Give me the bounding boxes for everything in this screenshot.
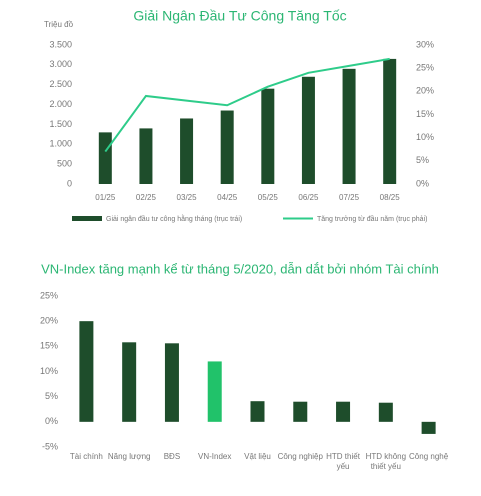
- bar: [383, 58, 397, 184]
- legend-label: Giải ngân đầu tư công hằng tháng (trục t…: [106, 214, 242, 223]
- y-axis-label: Triệu đồ: [44, 20, 74, 29]
- x-tick-label: Công nghệ: [409, 452, 449, 461]
- bar: [139, 128, 153, 184]
- bar: [421, 421, 436, 434]
- tick-label: 5%: [416, 155, 429, 165]
- tick-label: 5%: [45, 391, 58, 401]
- tick-label: 0: [67, 178, 72, 188]
- legend-label: Tăng trưởng từ đầu năm (trục phải): [317, 214, 427, 223]
- bar: [378, 402, 393, 422]
- bar: [336, 401, 351, 422]
- x-tick-label: 03/25: [177, 193, 198, 202]
- bar: [207, 361, 222, 422]
- tick-label: 10%: [40, 366, 58, 376]
- x-tick-label: 06/25: [298, 193, 319, 202]
- x-tick-label: 02/25: [136, 193, 157, 202]
- x-tick-label: HTD thiết yếu: [326, 452, 360, 471]
- bar: [220, 110, 234, 184]
- tick-label: 15%: [40, 341, 58, 351]
- tick-label: 20%: [416, 86, 434, 96]
- x-tick-label: Năng lượng: [107, 452, 151, 461]
- tick-label: 25%: [416, 63, 434, 73]
- x-tick-label: Vật liệu: [244, 452, 271, 461]
- tick-label: 3.500: [49, 39, 72, 49]
- bar: [301, 76, 315, 184]
- tick-label: 3.000: [49, 59, 72, 69]
- bar: [342, 68, 356, 184]
- chart-title: Giải Ngân Đầu Tư Công Tăng Tốc: [133, 8, 346, 24]
- tick-label: 25%: [40, 290, 58, 300]
- tick-label: 2.000: [49, 99, 72, 109]
- bar: [98, 132, 112, 184]
- x-tick-label: 08/25: [380, 193, 401, 202]
- bar: [122, 342, 137, 422]
- bar: [164, 343, 179, 422]
- x-tick-label: 05/25: [258, 193, 279, 202]
- x-tick-label: 07/25: [339, 193, 360, 202]
- line: [104, 57, 390, 153]
- chart-title: VN-Index tăng mạnh kể từ tháng 5/2020, d…: [41, 261, 439, 276]
- bar: [180, 118, 194, 184]
- bar: [250, 401, 265, 422]
- tick-label: 500: [57, 159, 72, 169]
- tick-label: 0%: [416, 178, 429, 188]
- tick-label: 1.500: [49, 119, 72, 129]
- bar: [261, 88, 275, 184]
- tick-label: 2.500: [49, 79, 72, 89]
- x-tick-label: VN-Index: [198, 452, 232, 461]
- x-tick-label: 04/25: [217, 193, 238, 202]
- x-tick-label: 01/25: [95, 193, 116, 202]
- tick-label: 10%: [416, 132, 434, 142]
- x-tick-label: Công nghiệp: [277, 452, 323, 461]
- tick-label: 0%: [45, 416, 58, 426]
- x-tick-label: HTD không thiết yếu: [365, 452, 407, 471]
- tick-label: 20%: [40, 316, 58, 326]
- legend-swatch: [72, 216, 102, 221]
- bar: [293, 401, 308, 422]
- tick-label: -5%: [42, 441, 58, 451]
- x-tick-label: Tài chính: [69, 452, 103, 461]
- bar: [79, 321, 94, 422]
- tick-label: 15%: [416, 109, 434, 119]
- x-tick-label: BĐS: [163, 452, 181, 461]
- tick-label: 30%: [416, 39, 434, 49]
- tick-label: 1.000: [49, 139, 72, 149]
